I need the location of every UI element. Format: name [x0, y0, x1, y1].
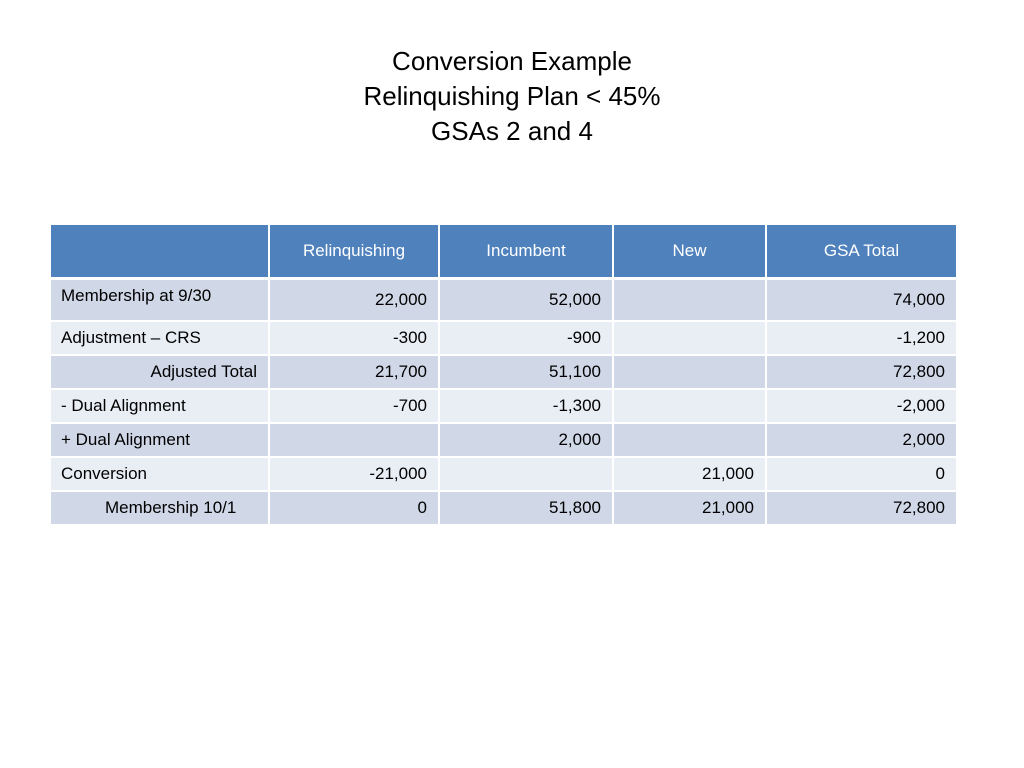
table-row: Adjustment – CRS -300 -900 -1,200: [51, 320, 956, 356]
cell-relinquishing: -700: [268, 388, 440, 424]
cell-gsa-total: 72,800: [765, 490, 956, 524]
header-blank: [51, 225, 270, 280]
cell-new: [612, 320, 767, 356]
table-row: Adjusted Total 21,700 51,100 72,800: [51, 354, 956, 390]
table-header-row: Relinquishing Incumbent New GSA Total: [51, 225, 956, 280]
slide-title: Conversion Example Relinquishing Plan < …: [0, 44, 1024, 149]
table-row: Membership 10/1 0 51,800 21,000 72,800: [51, 490, 956, 524]
cell-incumbent: 51,100: [438, 354, 614, 390]
cell-relinquishing: 22,000: [268, 277, 440, 322]
row-label: Adjustment – CRS: [51, 320, 270, 356]
cell-incumbent: -900: [438, 320, 614, 356]
cell-new: [612, 388, 767, 424]
cell-new: [612, 354, 767, 390]
row-label: Conversion: [51, 456, 270, 492]
cell-new: [612, 422, 767, 458]
cell-relinquishing: -300: [268, 320, 440, 356]
table-row: + Dual Alignment 2,000 2,000: [51, 422, 956, 458]
row-label: Membership 10/1: [51, 490, 270, 524]
cell-relinquishing: [268, 422, 440, 458]
table-row: Membership at 9/30 22,000 52,000 74,000: [51, 277, 956, 322]
cell-gsa-total: -1,200: [765, 320, 956, 356]
cell-relinquishing: -21,000: [268, 456, 440, 492]
cell-gsa-total: 74,000: [765, 277, 956, 322]
header-gsa-total: GSA Total: [765, 225, 956, 280]
row-label: + Dual Alignment: [51, 422, 270, 458]
cell-gsa-total: 2,000: [765, 422, 956, 458]
cell-new: [612, 277, 767, 322]
cell-gsa-total: 72,800: [765, 354, 956, 390]
cell-gsa-total: -2,000: [765, 388, 956, 424]
row-label: Membership at 9/30: [51, 277, 270, 322]
cell-relinquishing: 0: [268, 490, 440, 524]
cell-incumbent: 52,000: [438, 277, 614, 322]
conversion-table: Relinquishing Incumbent New GSA Total Me…: [51, 225, 956, 524]
title-line-1: Conversion Example: [392, 46, 632, 76]
cell-incumbent: [438, 456, 614, 492]
cell-new: 21,000: [612, 490, 767, 524]
table-row: - Dual Alignment -700 -1,300 -2,000: [51, 388, 956, 424]
row-label: Adjusted Total: [51, 354, 270, 390]
table-row: Conversion -21,000 21,000 0: [51, 456, 956, 492]
cell-incumbent: -1,300: [438, 388, 614, 424]
header-new: New: [612, 225, 767, 280]
header-relinquishing: Relinquishing: [268, 225, 440, 280]
cell-gsa-total: 0: [765, 456, 956, 492]
cell-incumbent: 2,000: [438, 422, 614, 458]
cell-new: 21,000: [612, 456, 767, 492]
title-line-2: Relinquishing Plan < 45%: [363, 81, 661, 111]
header-incumbent: Incumbent: [438, 225, 614, 280]
row-label: - Dual Alignment: [51, 388, 270, 424]
cell-relinquishing: 21,700: [268, 354, 440, 390]
title-line-3: GSAs 2 and 4: [431, 116, 593, 146]
cell-incumbent: 51,800: [438, 490, 614, 524]
